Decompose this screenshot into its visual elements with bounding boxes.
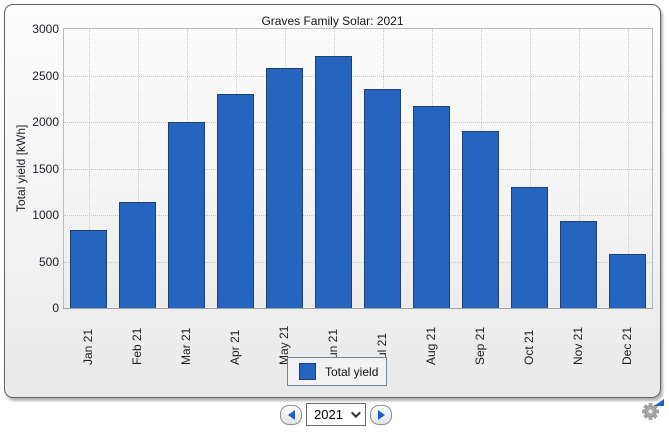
bar-nov-21 — [560, 221, 597, 308]
settings-gear-icon[interactable] — [641, 398, 665, 422]
y-tick-label: 2000 — [32, 115, 59, 129]
legend-label: Total yield — [325, 364, 379, 379]
y-tick-label: 1000 — [32, 208, 59, 222]
bar-mar-21 — [168, 122, 205, 308]
gridline-horizontal — [64, 122, 652, 123]
gridline-vertical — [578, 29, 580, 308]
year-navigation: 2021 — [280, 403, 392, 426]
gridline-vertical — [137, 29, 139, 308]
x-tick-label: Nov 21 — [570, 326, 585, 365]
x-tick-label: Oct 21 — [521, 329, 536, 365]
left-triangle-icon — [287, 409, 295, 420]
bar-dec-21 — [609, 254, 646, 308]
next-year-button[interactable] — [370, 404, 392, 425]
gridline-vertical — [627, 29, 629, 308]
y-tick-label: 500 — [38, 254, 59, 269]
bar-feb-21 — [119, 202, 156, 308]
legend: Total yield — [287, 357, 387, 386]
bar-aug-21 — [413, 106, 450, 308]
chart-panel: Graves Family Solar: 2021 Total yield [k… — [4, 4, 661, 398]
year-select[interactable]: 2021 — [306, 403, 366, 426]
x-tick-label: Dec 21 — [619, 326, 634, 365]
bar-oct-21 — [511, 187, 548, 308]
gridline-vertical — [529, 29, 531, 308]
gridline-horizontal — [64, 168, 652, 170]
bar-apr-21 — [217, 94, 254, 308]
x-tick-label: Apr 21 — [227, 329, 242, 365]
bar-jan-21 — [70, 230, 107, 308]
right-triangle-icon — [377, 409, 385, 420]
chart-title: Graves Family Solar: 2021 — [261, 14, 404, 28]
gridline-horizontal — [64, 261, 652, 263]
previous-year-button[interactable] — [280, 404, 302, 425]
x-tick-label: Mar 21 — [178, 327, 193, 365]
x-tick-label: Feb 21 — [129, 327, 144, 365]
gridline-horizontal — [64, 75, 652, 77]
y-tick-label: 0 — [52, 301, 59, 315]
bar-sep-21 — [462, 131, 499, 308]
y-tick-label: 2500 — [32, 68, 59, 83]
plot-area — [63, 28, 653, 309]
y-tick-label: 1500 — [32, 161, 59, 176]
gridline-horizontal — [64, 215, 652, 216]
x-axis-line — [63, 308, 653, 309]
legend-swatch-total-yield — [299, 363, 316, 380]
gridline-vertical — [88, 29, 90, 308]
x-tick-label: Aug 21 — [423, 326, 438, 365]
x-tick-label: Sep 21 — [472, 326, 487, 365]
x-tick-label: Jan 21 — [80, 328, 95, 365]
bar-jul-21 — [364, 89, 401, 308]
bar-jun-21 — [315, 56, 352, 308]
chevron-down-icon — [350, 408, 361, 419]
y-tick-label: 3000 — [32, 22, 59, 36]
bar-may-21 — [266, 68, 303, 308]
year-select-value: 2021 — [314, 407, 343, 422]
